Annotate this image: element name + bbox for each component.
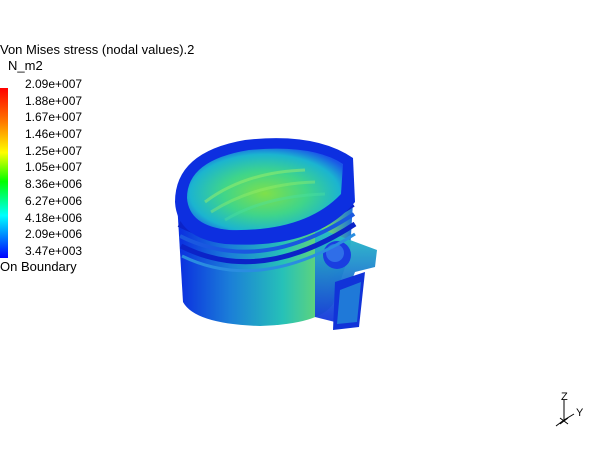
legend-value: 8.36e+006 [25,177,83,192]
x-axis-marker [559,417,569,425]
legend-title: Von Mises stress (nodal values).2 [0,42,195,57]
legend-footer: On Boundary [0,259,77,274]
axis-triad[interactable]: Z Y [548,390,592,430]
legend-color-bar [0,88,8,258]
legend-value: 1.88e+007 [25,93,83,108]
legend-value: 6.27e+006 [25,193,83,208]
legend-unit: N_m2 [8,58,43,73]
legend-values: 2.09e+007 1.88e+007 1.67e+007 1.46e+007 … [25,76,82,260]
legend-value: 1.25e+007 [25,143,83,158]
legend-value: 1.05e+007 [25,160,83,175]
piston-model[interactable] [165,132,385,337]
legend-value: 3.47e+003 [25,243,83,258]
legend-value: 2.09e+006 [25,227,83,242]
legend-value: 4.18e+006 [25,210,83,225]
legend-value: 1.46e+007 [25,127,83,142]
z-axis-label: Z [561,391,568,403]
legend-value: 2.09e+007 [25,77,83,91]
y-axis-line [563,413,575,421]
y-axis-label: Y [576,407,584,419]
legend-value: 1.67e+007 [25,110,83,125]
x-axis-line [555,419,565,427]
